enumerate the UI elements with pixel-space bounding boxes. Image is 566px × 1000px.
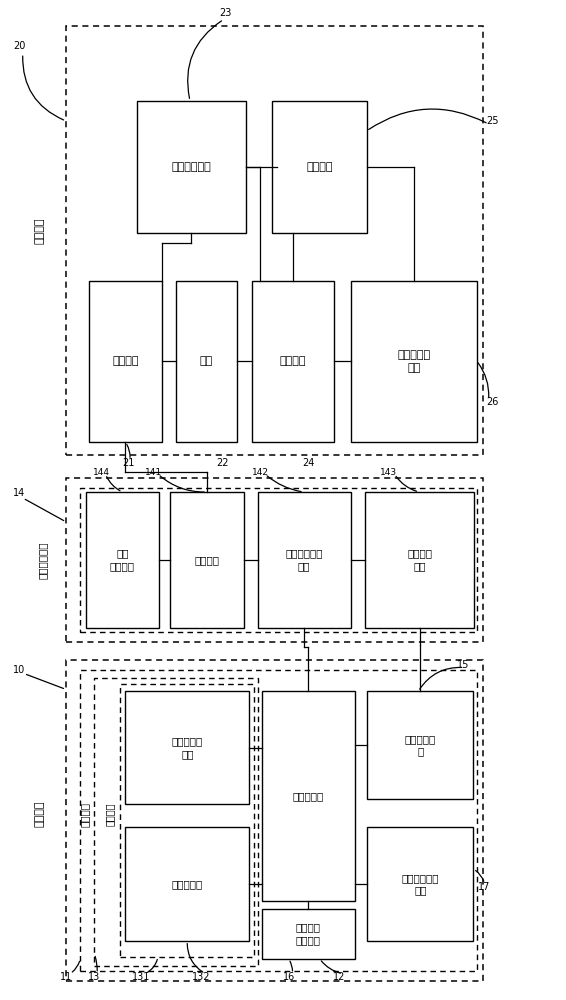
Text: 充电设备: 充电设备 [35,801,45,827]
Bar [125,827,249,941]
Text: 整流电路: 整流电路 [280,356,306,366]
Bar [365,492,474,628]
Text: 22: 22 [216,458,229,468]
Text: 132: 132 [192,972,211,982]
Text: 143: 143 [380,468,397,477]
Text: 短距离通信
模块: 短距离通信 模块 [397,350,431,373]
Text: 选频振荡电路: 选频振荡电路 [171,162,211,172]
Text: 24: 24 [302,458,315,468]
Text: 磁场
反馈模块: 磁场 反馈模块 [110,549,135,571]
Bar [89,281,162,442]
Bar [252,281,334,442]
Bar [80,488,477,632]
Bar [272,101,367,233]
Bar [80,670,477,971]
Text: 21: 21 [122,458,134,468]
Bar [66,660,483,981]
Text: 无线通信模
块: 无线通信模 块 [405,734,436,757]
Bar [66,26,483,455]
Text: 受电线圈: 受电线圈 [112,356,139,366]
Text: 重力感应器: 重力感应器 [171,879,203,889]
Bar [119,684,254,957]
Bar [95,678,258,966]
Text: 131: 131 [132,972,150,982]
Text: 磁电转换控制
模块: 磁电转换控制 模块 [285,549,323,571]
Bar [261,691,355,901]
Bar [367,691,473,799]
Text: 频率反馈
模块: 频率反馈 模块 [407,549,432,571]
Text: 充电平台: 充电平台 [80,802,90,827]
Text: 23: 23 [220,8,231,18]
Text: 15: 15 [457,660,469,670]
Text: 17: 17 [478,882,491,892]
Bar [176,281,237,442]
Text: 受电设备: 受电设备 [35,218,45,244]
Text: 26: 26 [486,397,499,407]
Bar [367,827,473,941]
Bar [136,101,246,233]
Text: 电源过载
检测模块: 电源过载 检测模块 [296,923,321,945]
Text: 13: 13 [88,972,100,982]
Bar [258,492,350,628]
Bar [66,478,483,642]
Text: 检测模块: 检测模块 [105,802,114,826]
Text: 金属检测传
感器: 金属检测传 感器 [171,737,203,759]
Text: 12: 12 [333,972,345,982]
Bar [170,492,243,628]
Text: 25: 25 [486,116,499,126]
Text: 电容: 电容 [200,356,213,366]
Text: 输入电源处理
模块: 输入电源处理 模块 [402,873,439,895]
Text: 中央处理器: 中央处理器 [293,791,324,801]
Text: 送电线圈: 送电线圈 [195,555,220,565]
Text: 144: 144 [93,468,110,477]
Text: 无线充电模块: 无线充电模块 [37,541,48,579]
Text: 11: 11 [60,972,72,982]
Text: 142: 142 [252,468,269,477]
Bar [86,492,159,628]
Text: 14: 14 [13,488,25,498]
Bar [350,281,477,442]
Text: 16: 16 [282,972,295,982]
Text: 141: 141 [145,468,162,477]
Text: 10: 10 [13,665,25,675]
Bar [261,909,355,959]
Text: 滤波电路: 滤波电路 [306,162,333,172]
Text: 20: 20 [13,41,25,51]
Bar [125,691,249,804]
